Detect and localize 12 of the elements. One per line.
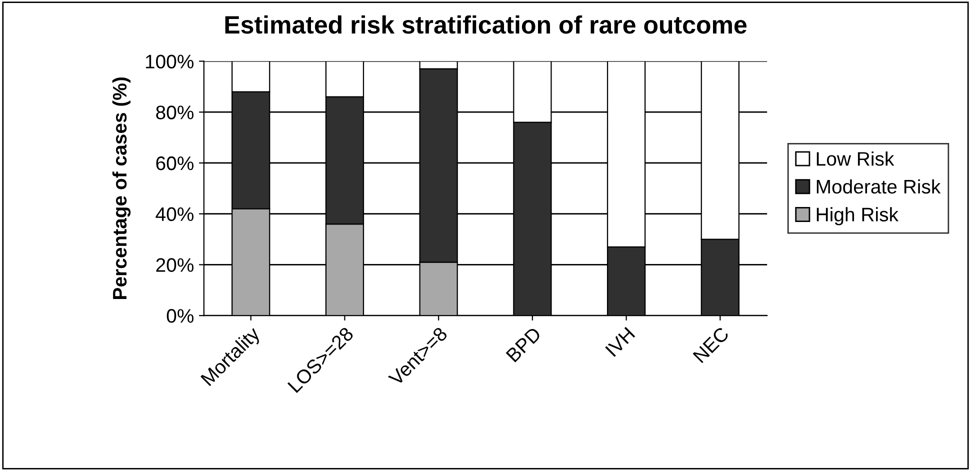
chart-title: Estimated risk stratification of rare outcome — [225, 15, 747, 34]
y-tick-label: 20% — [156, 258, 194, 272]
y-axis-title: Percentage of cases (%) — [112, 78, 131, 299]
legend-label: Moderate Risk — [816, 179, 941, 194]
y-tick-label: 40% — [156, 207, 194, 222]
legend-label: High Risk — [816, 207, 899, 226]
x-tick-label: IVH — [605, 326, 636, 357]
y-tick-label: 100% — [146, 54, 194, 68]
y-tick-label: 60% — [156, 156, 194, 170]
y-tick-label: 0% — [166, 309, 194, 323]
legend-label: Low Risk — [816, 151, 894, 166]
y-tick-label: 80% — [156, 106, 194, 120]
